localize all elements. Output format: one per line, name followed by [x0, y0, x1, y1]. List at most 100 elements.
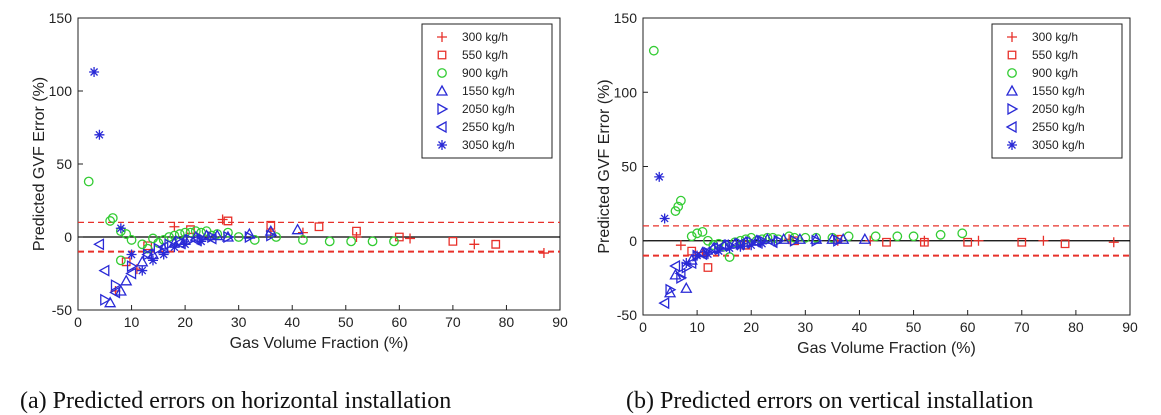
y-tick-label: 150 [614, 10, 638, 26]
data-point [1108, 237, 1119, 248]
data-point [717, 239, 729, 252]
data-point [266, 220, 276, 230]
data-point [94, 129, 105, 140]
data-point [83, 176, 94, 187]
data-point [180, 227, 191, 238]
data-point [346, 236, 357, 247]
legend-label: 900 kg/h [1032, 66, 1078, 80]
x-tick-label: 10 [689, 319, 705, 335]
x-axis-label: Gas Volume Fraction (%) [230, 335, 409, 352]
y-tick-label: -50 [617, 307, 637, 323]
data-point [121, 257, 131, 267]
x-tick-label: 30 [231, 314, 247, 330]
y-tick-label: 50 [56, 156, 72, 172]
data-point [697, 226, 708, 237]
legend-marker [1007, 102, 1019, 116]
data-point [137, 265, 148, 276]
legend-marker [1007, 32, 1017, 42]
data-point [169, 221, 180, 232]
data-point [687, 246, 697, 256]
legend-marker [1007, 50, 1017, 60]
legend-box [991, 23, 1123, 159]
legend-marker [435, 84, 449, 96]
data-point [448, 236, 458, 246]
data-point [892, 231, 903, 242]
data-points [83, 67, 549, 308]
y-tick-label: 150 [49, 10, 73, 26]
data-point [223, 230, 235, 244]
x-tick-label: 40 [852, 319, 868, 335]
data-point [147, 255, 158, 266]
legend-marker [437, 102, 449, 116]
data-point [724, 243, 735, 254]
data-point [114, 284, 127, 296]
y-tick-label: -50 [52, 302, 72, 318]
legend-label: 1550 kg/h [462, 84, 515, 98]
x-tick-label: 70 [1014, 319, 1030, 335]
data-point [105, 216, 116, 226]
data-point [692, 250, 703, 261]
legend-marker [435, 120, 447, 134]
data-point [298, 235, 308, 245]
data-point [291, 223, 304, 235]
legend-marker [1007, 140, 1017, 150]
data-point [746, 240, 757, 251]
legend-label: 2050 kg/h [1032, 102, 1085, 116]
data-point [663, 286, 677, 298]
data-point [98, 264, 110, 277]
data-point [757, 238, 768, 249]
data-point [185, 233, 197, 247]
data-point [491, 239, 501, 249]
data-point [735, 241, 746, 252]
data-point [249, 235, 260, 245]
y-axis-label: Predicted GVF Error (%) [596, 79, 613, 253]
data-point [207, 230, 219, 244]
data-point [686, 231, 697, 242]
data-point [654, 171, 665, 182]
data-point [469, 239, 480, 250]
x-tick-label: 80 [499, 314, 515, 330]
data-point [126, 260, 138, 273]
legend-label: 2550 kg/h [462, 120, 515, 134]
data-point [673, 201, 684, 212]
data-point [158, 249, 169, 260]
data-point [674, 267, 686, 280]
data-point [110, 279, 122, 292]
data-point [680, 281, 693, 293]
data-point [685, 256, 697, 270]
data-point [1060, 239, 1070, 249]
data-point [702, 249, 713, 260]
data-point [196, 236, 207, 247]
data-point [233, 232, 244, 242]
data-point [352, 226, 361, 236]
data-point [126, 249, 137, 260]
data-point [180, 239, 191, 250]
data-point [221, 230, 235, 242]
x-tick-label: 0 [639, 319, 647, 335]
data-point [205, 232, 217, 245]
data-point [141, 248, 153, 261]
data-point [973, 235, 984, 246]
y-tick-label: 0 [629, 233, 637, 249]
legend-label: 900 kg/h [462, 66, 508, 80]
data-point [648, 45, 659, 56]
data-point [789, 234, 801, 247]
data-point [826, 232, 839, 244]
data-point [811, 234, 823, 247]
data-point [919, 237, 929, 247]
x-tick-label: 70 [445, 314, 461, 330]
data-point [200, 229, 213, 241]
data-point [405, 233, 416, 244]
legend-marker [437, 32, 447, 42]
legend: 300 kg/h 550 kg/h 900 kg/h 1550 kg/h 2050 kg… [421, 23, 553, 159]
legend-label: 1550 kg/h [1032, 84, 1085, 98]
legend-marker [437, 68, 447, 78]
data-point [211, 229, 224, 241]
data-point [865, 235, 876, 246]
data-point [115, 223, 126, 234]
legend-label: 300 kg/h [1032, 30, 1078, 44]
data-point [89, 67, 100, 78]
data-point [713, 246, 724, 257]
legend-marker [437, 140, 447, 150]
